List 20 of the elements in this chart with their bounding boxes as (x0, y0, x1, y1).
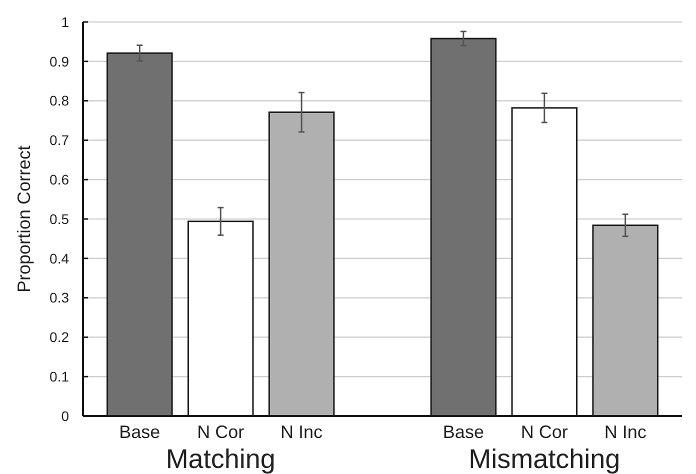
x-tick-label: N Cor (520, 422, 568, 442)
y-tick-label: 0.9 (50, 53, 70, 70)
y-tick-label: 0 (61, 408, 70, 424)
x-tick-label: N Inc (280, 422, 323, 442)
y-tick-label: 0.2 (50, 329, 70, 346)
y-tick-label: 0.7 (50, 132, 70, 148)
text: Matching (166, 444, 276, 474)
y-tick-label: 0.6 (50, 172, 70, 188)
y-tick-label: 0.3 (50, 290, 70, 306)
text: Mismatching (468, 444, 620, 474)
x-tick-label: N Inc (604, 422, 646, 442)
y-axis-title: Proportion Correct (14, 145, 34, 293)
x-tick-label: Base (119, 422, 160, 442)
y-tick-label: 0.8 (50, 92, 70, 109)
y-tick-label: 1 (61, 14, 70, 30)
y-tick-label: 0.4 (50, 250, 70, 266)
y-tick-label: 0.5 (50, 210, 70, 227)
x-tick-label: N Cor (197, 422, 244, 442)
x-tick-label: Base (442, 422, 484, 442)
y-tick-label: 0.1 (50, 368, 70, 384)
